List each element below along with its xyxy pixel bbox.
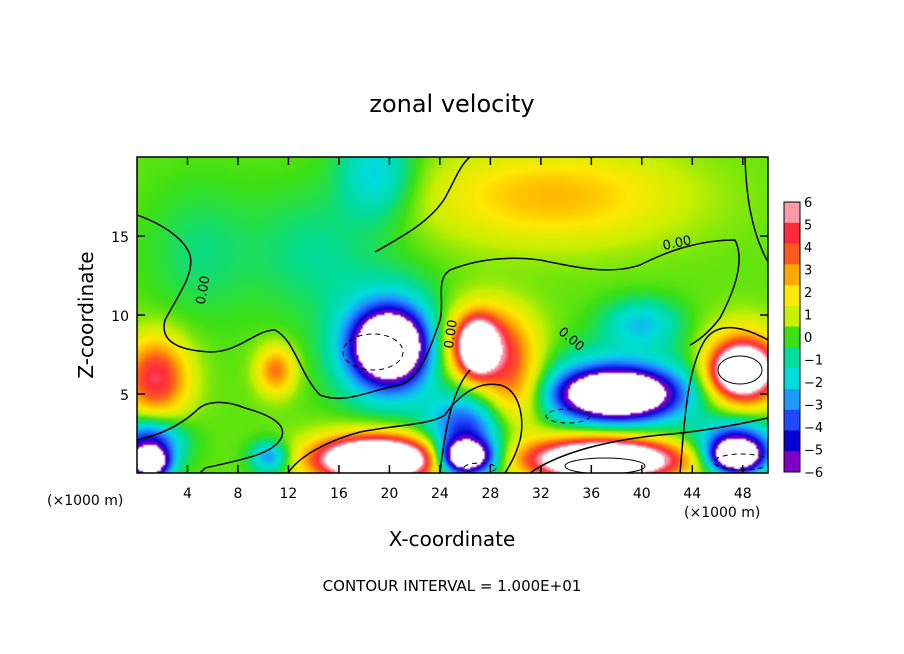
- x-tick-label: 44: [683, 486, 701, 502]
- negative-contours: [342, 333, 768, 473]
- colorbar-label: −5: [804, 444, 823, 459]
- zero-contour-lower-right: [529, 417, 768, 473]
- colorbar-swatch: [784, 305, 800, 328]
- colorbar-label: 2: [804, 286, 812, 301]
- contour-lines: [137, 157, 768, 473]
- y-tick-label: 5: [120, 388, 129, 404]
- colorbar-label: 1: [804, 309, 812, 324]
- colorbar-swatch: [784, 368, 800, 390]
- colorbar-swatch: [784, 430, 800, 452]
- zero-contour-lower-mid: [287, 383, 523, 473]
- x-tick-label: 32: [532, 486, 550, 502]
- x-tick-label: 28: [481, 486, 499, 502]
- x-tick-label: 20: [380, 486, 398, 502]
- colorbar-swatch: [784, 326, 800, 348]
- colorbar-label: 6: [804, 196, 812, 211]
- colorbar-swatch: [784, 388, 800, 411]
- contour-label: 0.00: [194, 275, 214, 306]
- colorbar-label: 3: [804, 264, 812, 279]
- x-tick-label: 4: [183, 486, 192, 502]
- colorbar-label: 5: [804, 219, 812, 234]
- x-axis-ticks: 4 8 12 16 20 24 28 32 36 40 44 48: [183, 157, 752, 502]
- heatmap-field: [137, 157, 768, 473]
- colorbar-swatch: [784, 243, 800, 265]
- colorbar-swatch: [784, 222, 800, 245]
- colorbar-swatch: [784, 347, 800, 369]
- colorbar-swatch: [784, 451, 800, 473]
- colorbar-swatch: [784, 264, 800, 286]
- colorbar-label: −6: [804, 466, 823, 481]
- x-tick-label: 36: [582, 486, 600, 502]
- neg-contour-right: [713, 453, 768, 471]
- contour-label: 0.00: [661, 233, 692, 254]
- zero-contour-upper: [137, 214, 740, 400]
- neg-contour-36: [545, 408, 591, 424]
- x-tick-label: 12: [280, 486, 298, 502]
- x-tick-label: 16: [330, 486, 348, 502]
- velocity-field-image: [137, 157, 768, 473]
- colorbar-label: 0: [804, 331, 812, 346]
- zero-contour-right: [679, 326, 768, 473]
- x-axis-title: X-coordinate: [389, 527, 516, 551]
- y-axis-ticks: 5 10 15: [111, 230, 768, 404]
- y-tick-label: 15: [111, 230, 129, 246]
- contour-label: 0.00: [442, 319, 461, 350]
- y-axis-title: Z-coordinate: [74, 251, 98, 378]
- x-tick-label: 40: [633, 486, 651, 502]
- zero-contour-channel: [439, 369, 471, 473]
- chart-title: zonal velocity: [369, 90, 534, 118]
- colorbar-label: −2: [804, 376, 823, 391]
- zero-contour-top: [374, 157, 471, 253]
- zero-contour-lower-left: [137, 401, 284, 473]
- neg-contour-bottom: [463, 462, 497, 473]
- colorbar: 6 5 4 3 2 1 0 −1 −2 −3 −4 −5 −6: [783, 196, 823, 481]
- colorbar-frame: [783, 201, 801, 473]
- colorbar-label: 4: [804, 241, 812, 256]
- positive-contours: [564, 355, 763, 473]
- pos-contour-bottom: [564, 457, 646, 473]
- pos-contour-right: [717, 355, 763, 385]
- colorbar-label: −3: [804, 399, 823, 414]
- zero-contour-right-top: [744, 157, 768, 263]
- colorbar-swatch: [784, 202, 800, 224]
- x-unit-left: (×1000 m): [47, 493, 123, 509]
- x-unit-right: (×1000 m): [684, 505, 760, 521]
- colorbar-label: −4: [804, 421, 823, 436]
- y-tick-label: 10: [111, 309, 129, 325]
- contour-interval-footer: CONTOUR INTERVAL = 1.000E+01: [323, 577, 582, 595]
- colorbar-swatch: [784, 409, 800, 431]
- colorbar-swatch: [784, 285, 800, 307]
- x-tick-label: 48: [734, 486, 752, 502]
- neg-contour-20: [342, 333, 404, 371]
- x-tick-label: 8: [233, 486, 242, 502]
- x-tick-label: 24: [431, 486, 449, 502]
- colorbar-label: −1: [804, 354, 823, 369]
